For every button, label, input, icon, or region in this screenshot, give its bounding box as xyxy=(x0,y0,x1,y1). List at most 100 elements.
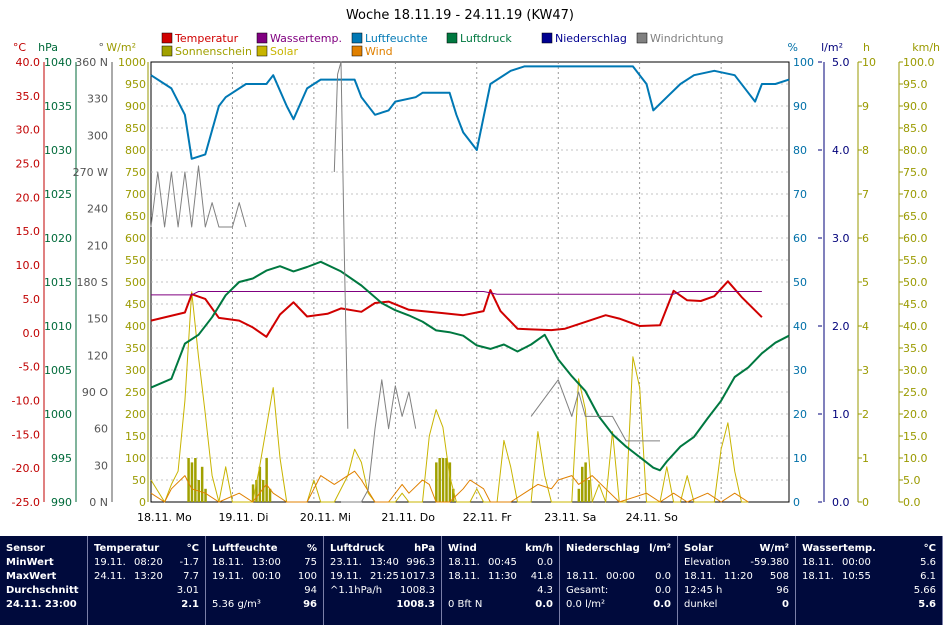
tick-label-temp: 35.0 xyxy=(16,90,41,103)
table-cell: 24.11. 23:00 xyxy=(6,599,77,610)
axis-unit-dir: ° xyxy=(99,41,105,54)
table-header: Sensor xyxy=(6,542,81,555)
series-wind xyxy=(150,470,749,503)
sunshine-bar xyxy=(255,480,258,502)
legend-label: Wind xyxy=(365,45,393,58)
table-cell: 0.0 l/m² 0.0 xyxy=(566,598,671,611)
axis-unit-lm2: l/m² xyxy=(821,41,843,54)
sunshine-bar xyxy=(204,488,207,502)
tick-label-dir: 300 xyxy=(87,129,108,142)
table-cell: 19.11. 21:25 1017.3 xyxy=(330,570,435,583)
tick-label-pct: 10 xyxy=(793,452,807,465)
tick-label-hpa: 1025 xyxy=(44,188,72,201)
day-label: 21.11. Do xyxy=(381,511,435,524)
tick-label-dir: 180 S xyxy=(77,276,108,289)
tick-label-kmh: 50.0 xyxy=(903,276,928,289)
day-label: 23.11. Sa xyxy=(544,511,596,524)
legend-label: Sonnenschein xyxy=(175,45,252,58)
tick-label-hpa: 1015 xyxy=(44,276,72,289)
tick-label-pct: 30 xyxy=(793,364,807,377)
cell-time: 10:55 xyxy=(842,571,871,582)
table-cell: 4.3 xyxy=(448,584,553,597)
table-column-water: Wassertemp. °C 18.11. 00:00 5.6 18.11. 10:55 6.… xyxy=(796,536,943,625)
legend-swatch xyxy=(256,32,268,44)
tick-label-pct: 70 xyxy=(793,188,807,201)
sunshine-bar xyxy=(251,484,255,502)
axis-unit-temp: °C xyxy=(13,41,27,54)
tick-label-wm2: 950 xyxy=(125,78,146,91)
legend-label: Solar xyxy=(270,45,299,58)
tick-label-temp: -10.0 xyxy=(12,394,40,407)
table-cell: 24.11. 13:20 7.7 xyxy=(94,570,199,583)
table-cell: 18.11. 00:00 0.0 xyxy=(566,570,671,583)
day-label: 24.11. So xyxy=(626,511,678,524)
legend-label: Niederschlag xyxy=(555,32,627,45)
tick-label-dir: 330 xyxy=(87,93,108,106)
tick-label-hpa: 990 xyxy=(51,496,72,509)
sunshine-bar xyxy=(580,466,584,502)
chart-legend: Temperatur Wassertemp. Luftfeuchte Luftdruc… xyxy=(161,32,723,58)
tick-label-kmh: 100.0 xyxy=(903,56,935,69)
table-cell: 18.11. 00:00 5.6 xyxy=(802,556,936,569)
tick-label-dir: 120 xyxy=(87,349,108,362)
tick-label-dir: 210 xyxy=(87,239,108,252)
cell-date: 18.11. xyxy=(684,571,716,582)
sunshine-bar xyxy=(268,488,272,502)
tick-label-wm2: 300 xyxy=(125,364,146,377)
cell-date: 19.11. xyxy=(212,571,244,582)
table-header: Luftdruck hPa xyxy=(330,542,435,555)
cell-time: 00:00 xyxy=(842,557,871,568)
series-temperatur xyxy=(150,280,763,338)
table-cell: 18.11. 00:45 0.0 xyxy=(448,556,553,569)
table-cell: 2.1 xyxy=(94,598,199,611)
sunshine-bar xyxy=(200,466,204,502)
tick-label-kmh: 75.0 xyxy=(903,166,928,179)
tick-label-pct: 90 xyxy=(793,100,807,113)
sunshine-bar xyxy=(258,466,262,502)
tick-label-h: 5 xyxy=(862,276,869,289)
tick-label-kmh: 20.0 xyxy=(903,408,928,421)
sunshine-bar xyxy=(448,462,452,502)
tick-label-pct: 20 xyxy=(793,408,807,421)
table-cell: MaxWert xyxy=(6,571,57,582)
tick-label-lm2: 2.0 xyxy=(832,320,850,333)
cell-time: 08:20 xyxy=(134,557,163,568)
table-cell: dunkel 0 xyxy=(684,598,789,611)
tick-label-hpa: 1035 xyxy=(44,100,72,113)
axis-unit-h: h xyxy=(863,41,870,54)
tick-label-pct: 0 xyxy=(793,496,800,509)
tick-label-wm2: 900 xyxy=(125,100,146,113)
cell-value: 5.6 xyxy=(918,599,936,610)
cell-value: 508 xyxy=(769,571,789,582)
cell-value: 94 xyxy=(304,585,317,596)
tick-label-hpa: 1010 xyxy=(44,320,72,333)
tick-label-dir: 60 xyxy=(94,423,108,436)
tick-label-kmh: 15.0 xyxy=(903,430,928,443)
series-luftfeuchte xyxy=(150,65,790,160)
tick-label-h: 3 xyxy=(862,364,869,377)
cell-value: 0.0 xyxy=(655,571,671,582)
tick-label-pct: 50 xyxy=(793,276,807,289)
tick-label-lm2: 4.0 xyxy=(832,144,850,157)
table-header-unit: l/m² xyxy=(649,543,671,554)
table-header: Temperatur °C xyxy=(94,542,199,555)
tick-label-h: 10 xyxy=(862,56,876,69)
cell-time: 11:30 xyxy=(488,571,517,582)
table-cell: MinWert xyxy=(6,557,54,568)
chart-series xyxy=(150,61,790,503)
table-cell: 94 xyxy=(212,584,317,597)
cell-value: 5.6 xyxy=(920,557,936,568)
tick-label-kmh: 25.0 xyxy=(903,386,928,399)
tick-label-kmh: 10.0 xyxy=(903,452,928,465)
tick-label-wm2: 200 xyxy=(125,408,146,421)
tick-label-temp: -5.0 xyxy=(19,361,40,374)
sunshine-bar xyxy=(441,458,445,502)
cell-date: 18.11. xyxy=(448,557,480,568)
day-label: 22.11. Fr xyxy=(463,511,512,524)
tick-label-temp: 25.0 xyxy=(16,158,41,171)
tick-label-kmh: 0.0 xyxy=(903,496,921,509)
table-header-title: Sensor xyxy=(6,543,45,554)
series-wassertemp xyxy=(151,291,762,296)
tick-label-pct: 60 xyxy=(793,232,807,245)
tick-label-hpa: 1020 xyxy=(44,232,72,245)
